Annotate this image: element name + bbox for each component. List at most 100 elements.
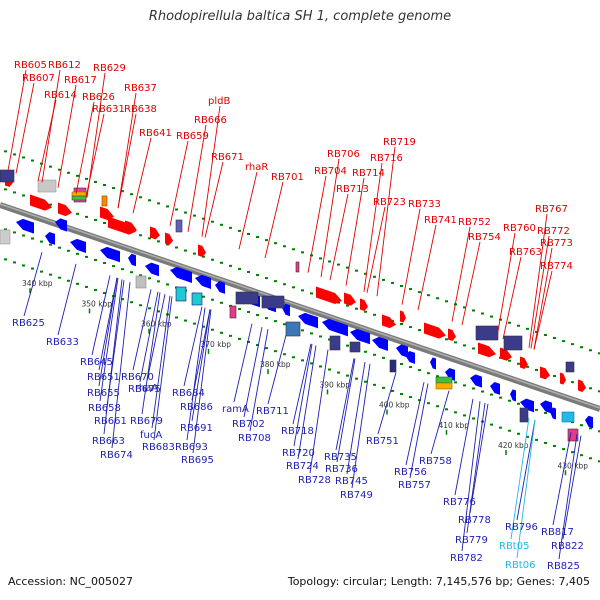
track-dot — [247, 310, 250, 313]
leader-line — [530, 235, 550, 349]
track-dot — [463, 306, 466, 309]
track-dot — [256, 274, 259, 277]
track-dot — [49, 243, 52, 246]
gene-label: RB633 — [46, 337, 79, 348]
scale-tick-label: 340 kbp — [22, 279, 53, 288]
track-dot — [274, 280, 277, 283]
feature-box — [0, 229, 11, 245]
track-dot — [121, 298, 124, 301]
track-dot — [355, 269, 358, 272]
leader-line — [238, 171, 258, 250]
forward-gene — [500, 347, 512, 361]
track-dot — [220, 331, 223, 334]
track-dot — [40, 240, 43, 243]
track-dot — [211, 328, 214, 331]
leader-line — [405, 382, 425, 466]
gene-label: RB822 — [551, 541, 584, 552]
gene-label: RB754 — [468, 232, 501, 243]
track-dot — [598, 352, 600, 355]
leader-line — [454, 398, 474, 496]
track-dot — [535, 438, 538, 441]
track-dot — [535, 330, 538, 333]
track-dot — [544, 411, 547, 414]
track-dot — [400, 363, 403, 365]
feature-box — [71, 191, 87, 197]
gene-label: RB670 — [121, 372, 154, 383]
leader-line — [516, 419, 536, 521]
track-dot — [445, 338, 448, 341]
track-dot — [166, 283, 169, 286]
track-dot — [589, 427, 592, 430]
track-dot — [31, 237, 34, 240]
track-dot — [400, 323, 403, 325]
reverse-gene — [145, 262, 159, 277]
scale-tick-label: 400 kbp — [379, 401, 410, 410]
leader-line — [469, 403, 489, 514]
leader-line — [502, 256, 522, 340]
track-dot — [130, 271, 133, 274]
feature-box — [0, 169, 15, 183]
track-dot — [112, 265, 115, 268]
gene-label: RB776 — [443, 497, 476, 508]
reverse-gene — [396, 344, 408, 358]
forward-gene — [100, 206, 114, 221]
leader-line — [153, 296, 173, 441]
gene-label: RB713 — [336, 184, 369, 195]
track-dot — [436, 375, 439, 378]
track-dot — [328, 260, 331, 263]
gene-label: RB674 — [100, 450, 133, 461]
gene-label: RB629 — [93, 63, 126, 74]
track-dot — [157, 310, 160, 313]
gene-label: RB752 — [458, 217, 491, 228]
track-dot — [103, 184, 106, 187]
track-dot — [418, 291, 421, 294]
track-dot — [427, 372, 430, 375]
track-dot — [427, 294, 430, 297]
track-dots — [4, 150, 600, 463]
track-dot — [580, 346, 583, 349]
gene-label: RB693 — [175, 442, 208, 453]
track-dot — [130, 301, 133, 304]
feature-box — [295, 261, 300, 273]
forward-gene — [578, 379, 586, 392]
track-dot — [22, 234, 25, 237]
track-dot — [427, 402, 430, 405]
track-dot — [139, 274, 142, 277]
feature-box — [567, 428, 579, 442]
reverse-gene — [55, 218, 67, 232]
track-dot — [175, 208, 178, 211]
track-dot — [445, 300, 448, 303]
track-dot — [391, 389, 394, 392]
gene-label: RB658 — [88, 403, 121, 414]
track-dot — [202, 325, 205, 328]
reverse-gene — [322, 318, 348, 337]
forward-gene — [448, 328, 456, 341]
gene-label: RB638 — [124, 104, 157, 115]
track-dot — [499, 318, 502, 321]
track-dot — [436, 297, 439, 300]
track-dot — [571, 381, 574, 384]
track-dot — [22, 194, 25, 197]
track-dot — [409, 396, 412, 399]
track-dot — [220, 301, 223, 304]
gene-label: RB723 — [373, 197, 406, 208]
gene-label: RB679 — [130, 416, 163, 427]
gene-label: RBt06 — [505, 560, 535, 571]
track-dot — [382, 386, 385, 389]
gene-label: RB825 — [547, 561, 580, 572]
track-dot — [454, 381, 457, 384]
leader-line — [141, 292, 161, 415]
gene-label: RB661 — [94, 416, 127, 427]
forward-gene — [560, 372, 566, 385]
track-dot — [85, 177, 88, 180]
leader-line — [351, 363, 371, 489]
track-dot — [472, 417, 475, 420]
leader-line — [562, 435, 582, 540]
track-dot — [571, 451, 574, 454]
leader-line — [466, 402, 486, 534]
track-dot — [517, 432, 520, 435]
track-dot — [139, 304, 142, 307]
track-dot — [373, 313, 376, 316]
track-dot — [499, 426, 502, 429]
